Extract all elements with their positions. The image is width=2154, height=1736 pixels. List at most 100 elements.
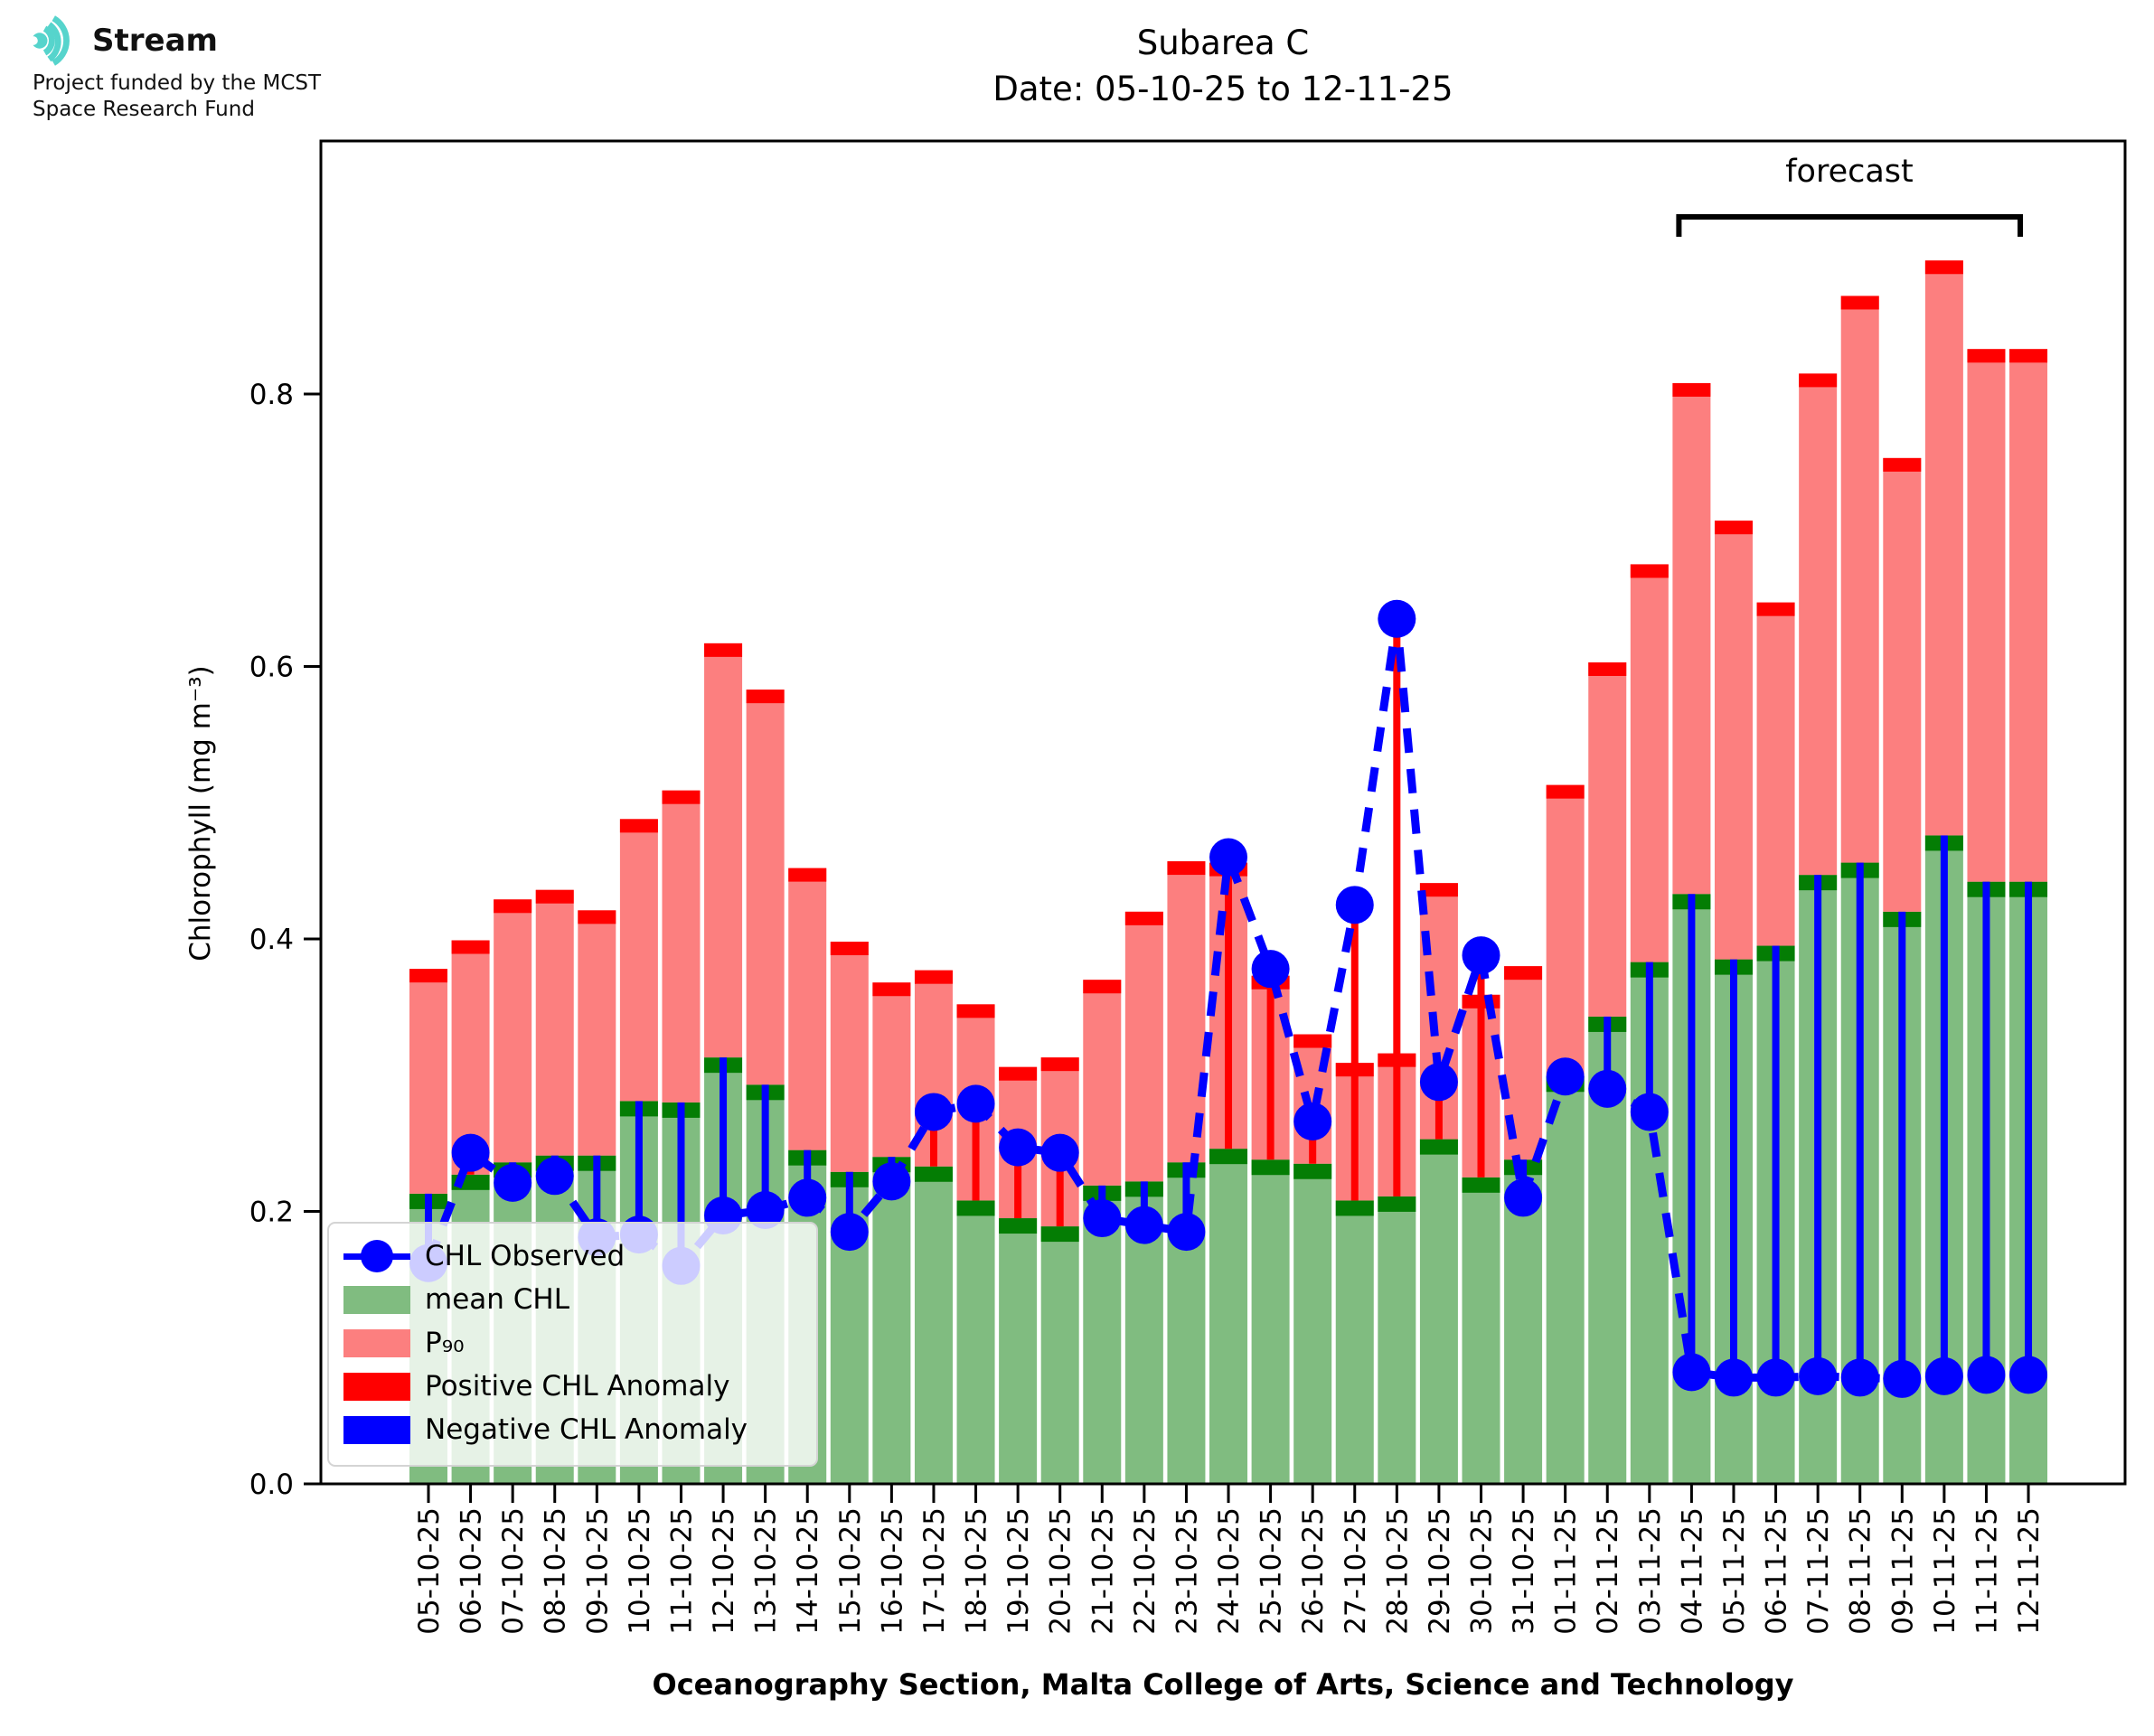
mean-chl-bar — [999, 1218, 1038, 1484]
negative-anomaly-stem — [593, 1155, 601, 1238]
x-tick-label: 03-11-25 — [1634, 1507, 1667, 1635]
mean-chl-bar — [1378, 1196, 1416, 1484]
x-tick-label: 10-11-25 — [1929, 1507, 1961, 1635]
chl-observed-point — [451, 1133, 490, 1172]
x-tick-label: 02-11-25 — [1592, 1507, 1624, 1635]
chl-observed-point — [2009, 1356, 2048, 1394]
x-tick-label: 28-10-25 — [1381, 1507, 1414, 1635]
mean-chl-bar-edge — [999, 1218, 1038, 1234]
negative-anomaly-stem — [1604, 1016, 1612, 1089]
chl-observed-point — [788, 1178, 827, 1217]
positive-anomaly-stem — [929, 1112, 937, 1167]
p90-bar-edge — [956, 1004, 995, 1018]
negative-anomaly-stem — [2025, 881, 2033, 1375]
positive-anomaly-stem — [1477, 955, 1485, 1178]
chart-title: Subarea C Date: 05-10-25 to 12-11-25 — [992, 20, 1453, 112]
p90-bar — [1924, 260, 1963, 836]
legend-label: mean CHL — [425, 1283, 569, 1316]
chl-observed-point — [1967, 1356, 2006, 1394]
chl-observed-point — [1378, 599, 1416, 638]
y-tick-label: 0.6 — [249, 652, 294, 684]
legend-line-dot-marker — [343, 1240, 410, 1272]
negative-anomaly-stem — [1814, 875, 1822, 1376]
legend-label: CHL Observed — [425, 1240, 626, 1272]
chl-observed-point — [1462, 936, 1500, 975]
p90-bar-edge — [1504, 966, 1543, 981]
chl-observed-point — [914, 1093, 953, 1131]
negative-anomaly-stem — [1645, 962, 1653, 1112]
positive-anomaly-stem — [1225, 857, 1233, 1150]
chart-title-line1: Subarea C — [1136, 23, 1310, 62]
y-tick-label: 0.8 — [249, 379, 294, 411]
mean-chl-bar-edge — [1209, 1149, 1248, 1165]
legend-item-observed: CHL Observed — [343, 1234, 816, 1278]
chl-observed-point — [1419, 1063, 1458, 1102]
p90-bar-edge — [1967, 349, 2006, 363]
x-tick-label: 05-11-25 — [1718, 1507, 1751, 1635]
p90-bar-edge — [1167, 861, 1206, 876]
negative-anomaly-stem — [1856, 862, 1864, 1378]
positive-anomaly-stem — [1434, 1082, 1443, 1140]
p90-bar — [788, 868, 827, 1150]
chl-observed-point — [1546, 1057, 1585, 1096]
chl-observed-point — [999, 1128, 1038, 1167]
p90-bar-edge — [746, 690, 785, 704]
mean-chl-bar — [1040, 1226, 1079, 1484]
x-tick-label: 31-10-25 — [1508, 1507, 1540, 1635]
negative-anomaly-stem — [1898, 911, 1906, 1379]
x-tick-label: 09-10-25 — [581, 1507, 614, 1635]
x-tick-label: 23-10-25 — [1171, 1507, 1203, 1635]
legend-p90-swatch — [343, 1328, 410, 1357]
x-tick-label: 08-11-25 — [1845, 1507, 1877, 1635]
chl-observed-point — [1167, 1213, 1206, 1252]
x-tick-label: 18-10-25 — [961, 1507, 993, 1635]
x-tick-label: 10-10-25 — [624, 1507, 656, 1635]
p90-bar — [1083, 980, 1122, 1186]
chl-observed-point — [1293, 1103, 1332, 1141]
x-tick-label: 16-10-25 — [876, 1507, 908, 1635]
chl-observed-point — [1251, 950, 1290, 989]
x-tick-label: 14-10-25 — [792, 1507, 824, 1635]
chl-observed-point — [1840, 1358, 1879, 1397]
mean-chl-bar — [914, 1166, 953, 1484]
chl-observed-point — [1883, 1359, 1922, 1398]
p90-bar — [619, 819, 658, 1102]
p90-bar-edge — [1546, 784, 1585, 799]
p90-bar — [746, 690, 785, 1085]
p90-bar — [830, 942, 869, 1172]
p90-bar — [1840, 296, 1879, 863]
legend-item-p90: P₉₀ — [343, 1321, 816, 1365]
legend-positive-swatch — [343, 1372, 410, 1401]
x-tick-label: 26-10-25 — [1297, 1507, 1330, 1635]
mean-chl-bar — [1335, 1200, 1374, 1484]
y-tick-label: 0.4 — [249, 924, 294, 956]
p90-bar — [494, 899, 532, 1163]
p90-bar-edge — [662, 790, 701, 804]
p90-bar-edge — [619, 819, 658, 833]
x-tick-label: 25-10-25 — [1256, 1507, 1288, 1635]
positive-anomaly-stem — [972, 1103, 980, 1201]
p90-bar-edge — [1040, 1057, 1079, 1072]
forecast-annotation: forecast — [1785, 154, 1914, 190]
legend-mean-swatch — [343, 1285, 410, 1314]
negative-anomaly-stem — [635, 1101, 643, 1235]
p90-bar — [1714, 521, 1753, 960]
chl-observed-point — [1209, 838, 1248, 877]
mean-chl-bar — [1293, 1163, 1332, 1484]
x-tick-label: 21-10-25 — [1086, 1507, 1119, 1635]
x-tick-label: 22-10-25 — [1129, 1507, 1162, 1635]
p90-bar-edge — [999, 1066, 1038, 1081]
p90-bar — [704, 643, 743, 1058]
positive-anomaly-stem — [1056, 1152, 1064, 1227]
legend-item-positive-anomaly: Positive CHL Anomaly — [343, 1365, 816, 1408]
mean-chl-bar-edge — [1251, 1159, 1290, 1176]
p90-bar — [1756, 602, 1795, 946]
brand-name: Stream — [92, 23, 218, 59]
positive-anomaly-stem — [1309, 1121, 1317, 1164]
legend-item-mean-chl: mean CHL — [343, 1278, 816, 1321]
x-tick-label: 09-11-25 — [1886, 1507, 1919, 1635]
negative-anomaly-stem — [1519, 1159, 1528, 1198]
p90-bar-edge — [1756, 602, 1795, 616]
p90-bar-edge — [1083, 980, 1122, 994]
p90-bar-edge — [1840, 296, 1879, 310]
